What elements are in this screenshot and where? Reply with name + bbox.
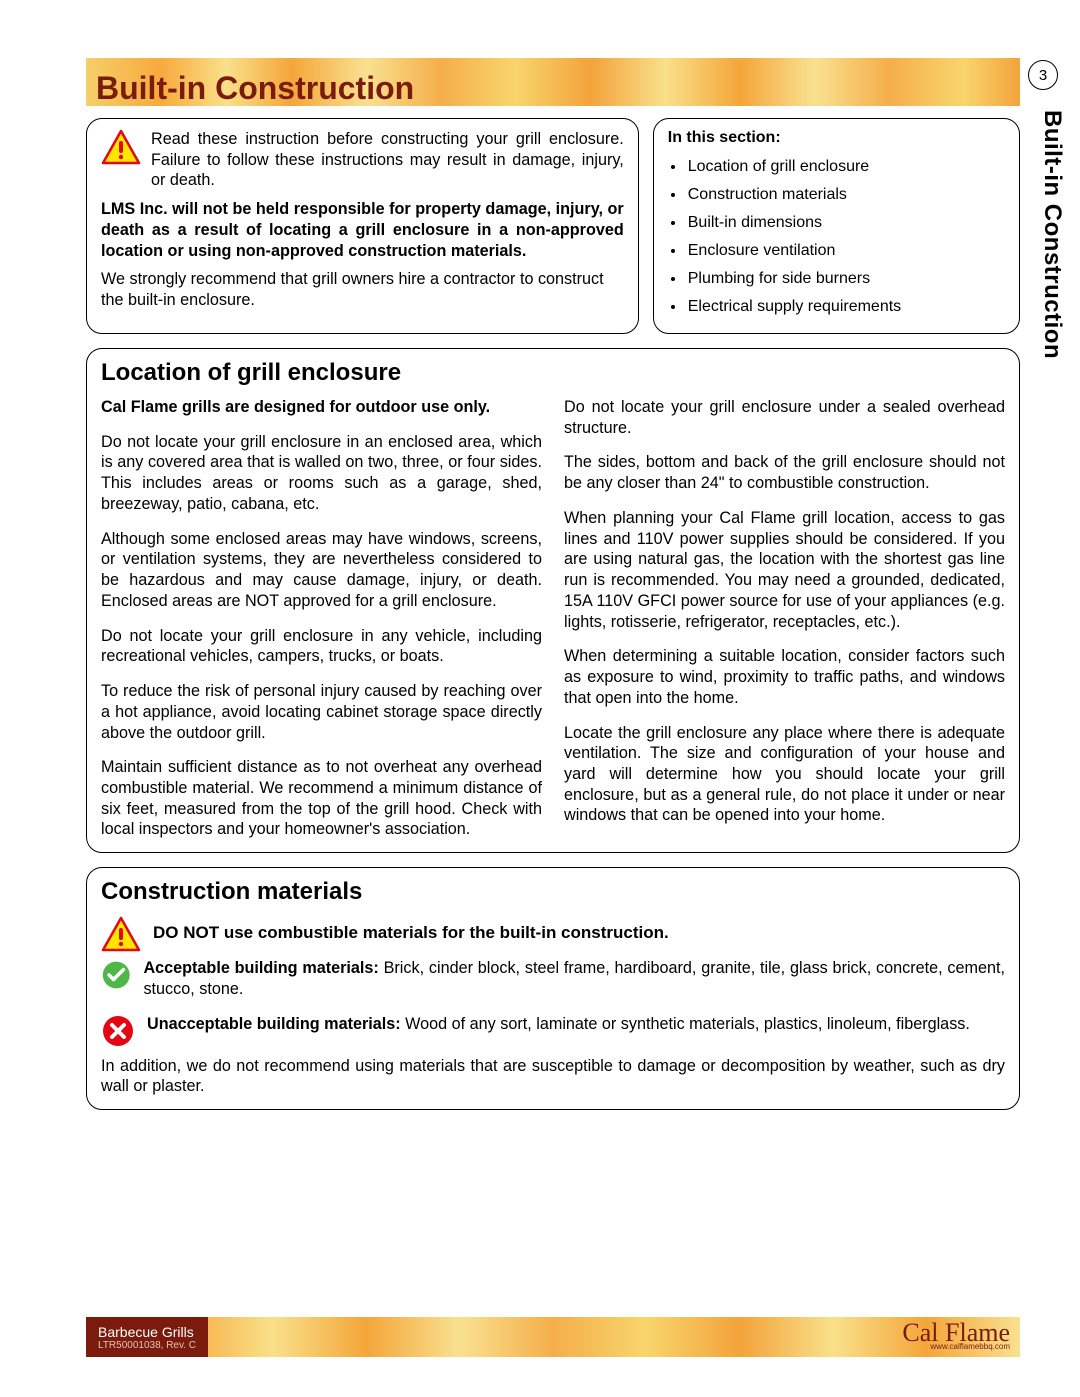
toc-item: Built-in dimensions	[686, 209, 1005, 237]
page: 3 Built-in Construction Built-in Constru…	[0, 0, 1080, 1397]
materials-heading: Construction materials	[101, 878, 1005, 906]
footer-bar: Barbecue Grills LTR50001038, Rev. C Cal …	[86, 1317, 1020, 1357]
materials-note: In addition, we do not recommend using m…	[101, 1056, 1005, 1097]
location-para: Locate the grill enclosure any place whe…	[564, 723, 1005, 827]
toc-item: Enclosure ventilation	[686, 237, 1005, 265]
header-flame-bar: Built-in Construction	[86, 58, 1020, 106]
materials-ok-text: Acceptable building materials: Brick, ci…	[143, 958, 1005, 999]
warning-triangle-icon	[101, 129, 141, 165]
footer-left: Barbecue Grills LTR50001038, Rev. C	[86, 1317, 208, 1357]
page-title: Built-in Construction	[96, 72, 414, 106]
toc-item: Electrical supply requirements	[686, 293, 1005, 321]
materials-bad-row: Unacceptable building materials: Wood of…	[101, 1014, 1005, 1048]
warning-intro-text: Read these instruction before constructi…	[151, 129, 624, 191]
location-panel: Location of grill enclosure Cal Flame gr…	[86, 348, 1020, 853]
warning-intro-row: Read these instruction before constructi…	[101, 129, 624, 199]
materials-ok-label: Acceptable building materials:	[143, 959, 378, 977]
x-circle-icon	[101, 1014, 135, 1048]
materials-panel: Construction materials DO NOT use combus…	[86, 867, 1020, 1110]
warning-disclaimer: LMS Inc. will not be held responsible fo…	[101, 199, 624, 261]
footer-title: Barbecue Grills	[98, 1324, 196, 1340]
location-para: To reduce the risk of personal injury ca…	[101, 681, 542, 743]
location-para: When planning your Cal Flame grill locat…	[564, 508, 1005, 632]
location-para: Although some enclosed areas may have wi…	[101, 529, 542, 612]
location-para: Do not locate your grill enclosure in an…	[101, 432, 542, 515]
location-para: Do not locate your grill enclosure under…	[564, 397, 1005, 438]
toc-panel: In this section: Location of grill enclo…	[653, 118, 1020, 334]
materials-bad-body: Wood of any sort, laminate or synthetic …	[401, 1015, 970, 1033]
toc-item: Construction materials	[686, 181, 1005, 209]
materials-warn-row: DO NOT use combustible materials for the…	[101, 916, 1005, 952]
materials-bad-label: Unacceptable building materials:	[147, 1015, 401, 1033]
warning-panel: Read these instruction before constructi…	[86, 118, 639, 334]
top-row: Read these instruction before constructi…	[86, 118, 1020, 334]
location-para: Do not locate your grill enclosure in an…	[101, 626, 542, 667]
warning-recommend: We strongly recommend that grill owners …	[101, 269, 624, 310]
toc-item: Location of grill enclosure	[686, 153, 1005, 181]
materials-bad-text: Unacceptable building materials: Wood of…	[147, 1014, 970, 1035]
location-para: When determining a suitable location, co…	[564, 646, 1005, 708]
location-heading: Location of grill enclosure	[101, 359, 1005, 387]
location-para: The sides, bottom and back of the grill …	[564, 452, 1005, 493]
toc-list: Location of grill enclosure Construction…	[668, 153, 1005, 321]
warning-triangle-icon	[101, 916, 141, 952]
side-section-label: Built-in Construction	[1038, 110, 1066, 359]
page-number: 3	[1039, 67, 1047, 84]
location-columns: Cal Flame grills are designed for outdoo…	[101, 397, 1005, 840]
toc-item: Plumbing for side burners	[686, 265, 1005, 293]
location-para: Maintain sufficient distance as to not o…	[101, 757, 542, 840]
check-circle-icon	[101, 958, 131, 992]
location-lead: Cal Flame grills are designed for outdoo…	[101, 397, 542, 418]
footer-doc: LTR50001038, Rev. C	[98, 1340, 196, 1351]
toc-heading: In this section:	[668, 129, 1005, 147]
page-number-badge: 3	[1028, 60, 1058, 90]
materials-ok-row: Acceptable building materials: Brick, ci…	[101, 958, 1005, 1007]
brand-logo: Cal Flame www.calflamebbq.com	[902, 1323, 1020, 1350]
materials-warn-text: DO NOT use combustible materials for the…	[153, 922, 669, 944]
